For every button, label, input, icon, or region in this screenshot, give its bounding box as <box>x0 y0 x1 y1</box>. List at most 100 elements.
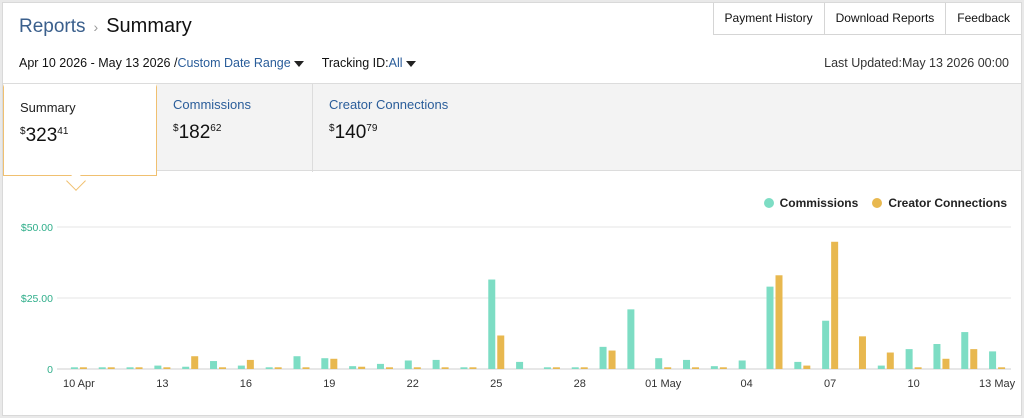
creator-connections-bar[interactable] <box>497 335 505 369</box>
creator-connections-bar[interactable] <box>413 367 421 369</box>
feedback-button[interactable]: Feedback <box>946 3 1021 34</box>
commissions-bar[interactable] <box>349 366 357 369</box>
commissions-bar[interactable] <box>933 344 941 369</box>
tab-summary-amount: $32341 <box>20 125 140 147</box>
breadcrumb: Reports › Summary <box>19 15 192 38</box>
creator-connections-bar[interactable] <box>469 367 477 369</box>
commissions-bar[interactable] <box>70 367 78 369</box>
x-tick-label: 13 <box>156 378 168 390</box>
creator-connections-bar[interactable] <box>886 352 894 369</box>
chevron-down-icon <box>293 60 304 67</box>
commissions-bar[interactable] <box>571 367 579 369</box>
commissions-bar[interactable] <box>989 351 997 369</box>
commissions-bar[interactable] <box>182 366 190 369</box>
creator-connections-bar[interactable] <box>107 367 115 369</box>
commissions-bar[interactable] <box>126 367 134 369</box>
payment-history-button[interactable]: Payment History <box>713 3 825 34</box>
creator-connections-bar[interactable] <box>998 367 1006 369</box>
creator-connections-bar[interactable] <box>385 367 393 369</box>
tracking-id-dropdown[interactable]: All <box>389 56 416 70</box>
commissions-bar[interactable] <box>404 360 412 369</box>
commissions-bar[interactable] <box>627 309 635 369</box>
last-updated-text: Last Updated:May 13 2026 00:00 <box>824 56 1009 70</box>
commissions-bar[interactable] <box>905 349 913 369</box>
commissions-bar[interactable] <box>488 279 496 369</box>
x-tick-label: 22 <box>407 378 419 390</box>
commissions-bar[interactable] <box>293 356 301 369</box>
commissions-bar[interactable] <box>265 367 273 369</box>
commissions-bar[interactable] <box>683 359 691 369</box>
tab-summary[interactable]: Summary $32341 <box>3 84 157 176</box>
commissions-bar[interactable] <box>237 365 245 369</box>
tab-summary-label: Summary <box>20 100 76 115</box>
commissions-bar[interactable] <box>877 365 885 369</box>
chart-legend: Commissions Creator Connections <box>750 196 1007 210</box>
y-tick-label: $50.00 <box>21 222 53 234</box>
y-tick-label: $25.00 <box>21 293 53 305</box>
tab-creator-connections[interactable]: Creator Connections $14079 <box>313 84 573 172</box>
creator-connections-bar[interactable] <box>219 367 227 369</box>
tracking-id-label: Tracking ID: <box>321 56 389 70</box>
commissions-bar[interactable] <box>822 320 830 369</box>
creator-connections-bar[interactable] <box>163 367 171 369</box>
x-tick-label: 04 <box>741 378 753 390</box>
creator-connections-bar[interactable] <box>135 367 143 369</box>
creator-connections-bar[interactable] <box>580 367 588 369</box>
legend-commissions[interactable]: Commissions <box>763 196 858 210</box>
creator-connections-bar[interactable] <box>330 358 338 369</box>
commissions-bar[interactable] <box>655 358 663 369</box>
creator-connections-bar[interactable] <box>274 367 282 369</box>
commissions-bar[interactable] <box>210 361 218 369</box>
creator-connections-bar[interactable] <box>191 356 199 369</box>
creator-connections-bar[interactable] <box>358 366 366 369</box>
commissions-bar[interactable] <box>154 365 162 369</box>
commissions-bar[interactable] <box>710 366 718 369</box>
commissions-bar[interactable] <box>961 332 969 369</box>
commissions-bar[interactable] <box>766 286 774 369</box>
tracking-id-value: All <box>388 56 403 70</box>
commissions-bar[interactable] <box>738 360 746 369</box>
creator-connections-bar[interactable] <box>608 350 616 369</box>
creator-connections-bar[interactable] <box>664 367 672 369</box>
legend-creator-connections[interactable]: Creator Connections <box>872 196 1007 210</box>
commissions-bar[interactable] <box>98 367 106 369</box>
custom-date-range-dropdown[interactable]: Custom Date Range <box>177 56 304 70</box>
creator-connections-bar[interactable] <box>552 367 560 369</box>
creator-connections-bar[interactable] <box>719 367 727 369</box>
commissions-bar[interactable] <box>599 346 607 369</box>
commissions-bar[interactable] <box>376 363 384 369</box>
creator-connections-bar[interactable] <box>858 336 866 369</box>
custom-date-range-label: Custom Date Range <box>177 56 291 70</box>
creator-connections-bar[interactable] <box>970 349 978 369</box>
tab-commissions-label: Commissions <box>173 97 252 112</box>
creator-connections-bar[interactable] <box>803 365 811 369</box>
currency-symbol: $ <box>329 123 335 134</box>
creator-connections-bar[interactable] <box>942 358 950 369</box>
x-tick-label: 10 Apr <box>63 378 95 390</box>
download-reports-button[interactable]: Download Reports <box>824 3 947 34</box>
creator-connections-bar[interactable] <box>246 359 254 369</box>
tracking-id-filter: Tracking ID:All <box>322 56 416 70</box>
top-action-buttons: Payment History Download Reports Feedbac… <box>712 3 1021 35</box>
tab-creator-connections-amount: $14079 <box>329 122 557 144</box>
creator-connections-bar[interactable] <box>914 367 922 369</box>
commissions-bar[interactable] <box>543 367 551 369</box>
creator-connections-bar[interactable] <box>302 367 310 369</box>
creator-connections-bar[interactable] <box>831 241 839 369</box>
tab-commissions[interactable]: Commissions $18262 <box>157 84 313 172</box>
legend-commissions-swatch <box>763 198 774 208</box>
amount-cents: 62 <box>210 123 222 134</box>
amount-dollars: 323 <box>25 125 58 146</box>
creator-connections-bar[interactable] <box>775 275 783 369</box>
creator-connections-bar[interactable] <box>79 367 87 369</box>
commissions-bar[interactable] <box>432 359 440 369</box>
creator-connections-bar[interactable] <box>441 367 449 369</box>
creator-connections-bar[interactable] <box>692 367 700 369</box>
commissions-bar[interactable] <box>516 361 524 369</box>
breadcrumb-reports-link[interactable]: Reports <box>19 15 86 37</box>
commissions-bar[interactable] <box>794 361 802 369</box>
legend-creator-connections-label: Creator Connections <box>888 196 1007 210</box>
commissions-bar[interactable] <box>460 367 468 369</box>
commissions-bar[interactable] <box>321 358 329 369</box>
